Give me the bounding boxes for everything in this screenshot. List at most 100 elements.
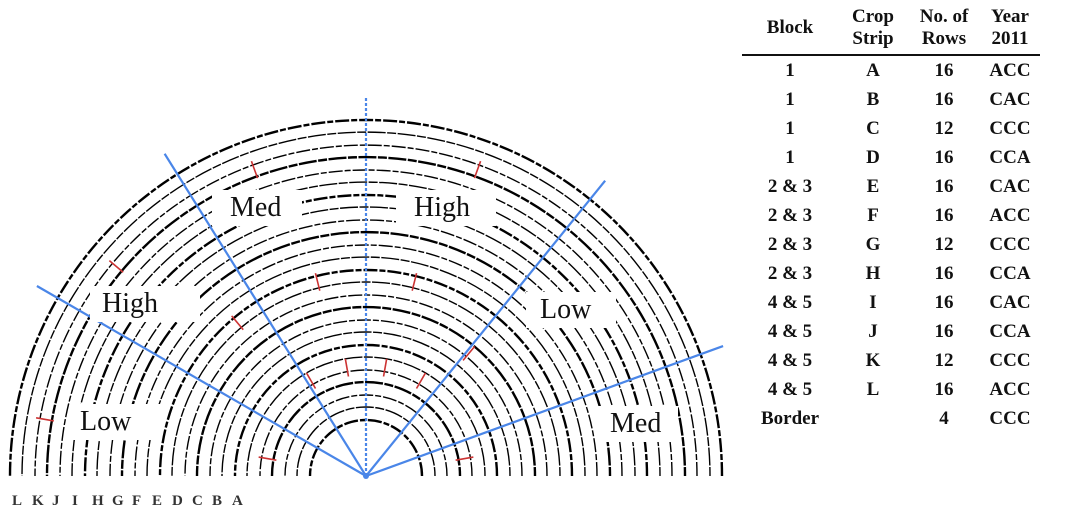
zone-label-med-right: Med — [610, 408, 661, 439]
cell-rows: 16 — [934, 379, 954, 400]
boundary-tick — [108, 260, 124, 273]
cell-year: CAC — [989, 292, 1031, 313]
cell-strip: I — [869, 292, 877, 313]
table-row: 1 C 12 CCC — [742, 114, 1040, 143]
strip-letter: C — [192, 493, 204, 509]
cell-block: 1 — [785, 118, 795, 139]
boundary-tick — [250, 160, 259, 179]
table-row: 2 & 3 F 16 ACC — [742, 201, 1040, 230]
zone-label-high-upper-right: High — [414, 192, 470, 223]
zone-high-upper-right: High — [396, 190, 496, 226]
table-row: 4 & 5 L 16 ACC — [742, 375, 1040, 404]
strip-ring — [270, 380, 462, 477]
boundary-tick — [35, 417, 54, 422]
cell-block: 2 & 3 — [767, 234, 813, 255]
boundary-tick — [473, 160, 482, 179]
zone-low-left: Low — [72, 404, 162, 440]
cell-strip — [838, 404, 908, 433]
boundary-tick — [344, 358, 350, 377]
cell-block: 4 & 5 — [767, 350, 813, 371]
header-no-of-rows: No. of Rows — [908, 0, 980, 56]
cell-strip: H — [865, 263, 881, 284]
cell-rows: 16 — [934, 263, 954, 284]
table-row: 2 & 3 E 16 CAC — [742, 172, 1040, 201]
strip-ring — [96, 206, 636, 477]
cell-strip: C — [866, 118, 880, 139]
strip-ring — [221, 331, 511, 477]
strip-letter: E — [152, 493, 163, 509]
header-year-line2: 2011 — [991, 28, 1029, 49]
cell-strip: A — [866, 60, 880, 81]
cell-rows: 16 — [934, 321, 954, 342]
cell-block: 4 & 5 — [767, 292, 813, 313]
cell-year: CAC — [989, 176, 1031, 197]
boundary-tick — [462, 346, 476, 361]
header-year: Year 2011 — [980, 0, 1040, 56]
zone-label-low-left: Low — [80, 406, 132, 437]
zone-label-high-left: High — [102, 288, 158, 319]
table-row: 4 & 5 K 12 CCC — [742, 346, 1040, 375]
header-crop-strip: Crop Strip — [838, 0, 908, 56]
cell-block: 4 & 5 — [767, 379, 813, 400]
crop-strip-table-container: Block Crop Strip No. of Rows Year 2011 1… — [742, 0, 1072, 433]
cell-rows: 16 — [934, 60, 954, 81]
cell-strip: G — [865, 234, 881, 255]
cell-block: 4 & 5 — [767, 321, 813, 342]
cell-rows: 12 — [934, 350, 954, 371]
cell-year: CAC — [989, 89, 1031, 110]
strip-letter: H — [92, 493, 105, 509]
table-row: 2 & 3 G 12 CCC — [742, 230, 1040, 259]
cell-strip: K — [865, 350, 881, 371]
cell-rows: 16 — [934, 176, 954, 197]
cell-year: CCC — [989, 118, 1031, 139]
cell-year: CCC — [989, 234, 1031, 255]
strip-ring — [120, 230, 612, 477]
boundary-ticks — [35, 160, 526, 461]
cell-strip: D — [866, 147, 880, 168]
cell-block: 2 & 3 — [767, 263, 813, 284]
cell-block: 1 — [785, 60, 795, 81]
zone-med-right: Med — [598, 406, 678, 442]
zone-low-right: Low — [526, 292, 616, 328]
strip-ring — [171, 281, 561, 477]
cell-rows: 16 — [934, 205, 954, 226]
strip-ring — [246, 356, 486, 477]
header-block: Block — [742, 0, 838, 56]
cell-block: Border — [760, 408, 820, 429]
radial-line — [365, 344, 724, 478]
cell-rows: 12 — [934, 118, 954, 139]
strip-letter: A — [232, 493, 244, 509]
table-row: 1 D 16 CCA — [742, 143, 1040, 172]
crop-strip-table: Block Crop Strip No. of Rows Year 2011 1… — [742, 0, 1040, 433]
strip-ring — [195, 305, 537, 477]
header-no-of-rows-line1: No. of — [919, 6, 969, 27]
table-row: Border 4 CCC — [742, 404, 1040, 433]
strip-letter: D — [172, 493, 184, 509]
cell-year: CCA — [989, 263, 1031, 284]
header-crop-strip-line1: Crop — [852, 6, 894, 27]
cell-rows: 16 — [934, 89, 954, 110]
boundary-tick — [258, 456, 277, 461]
header-no-of-rows-line2: Rows — [921, 28, 967, 49]
cell-year: CCC — [989, 350, 1031, 371]
header-year-line1: Year — [991, 6, 1029, 27]
strip-letter: B — [212, 493, 223, 509]
strip-ring — [71, 181, 661, 477]
table-row: 4 & 5 J 16 CCA — [742, 317, 1040, 346]
table-row: 4 & 5 I 16 CAC — [742, 288, 1040, 317]
strip-ring — [296, 406, 436, 477]
boundary-tick — [411, 273, 418, 291]
cell-rows: 12 — [934, 234, 954, 255]
cell-rows: 16 — [934, 292, 954, 313]
strip-letter: L — [12, 493, 23, 509]
radial-lines — [36, 96, 724, 479]
cell-block: 2 & 3 — [767, 176, 813, 197]
strip-ring — [308, 418, 424, 477]
radial-line — [365, 179, 606, 477]
zone-med-upper-left: Med — [212, 190, 302, 226]
strip-ring — [259, 369, 473, 477]
strip-ring — [21, 131, 711, 477]
center-point — [363, 473, 369, 479]
